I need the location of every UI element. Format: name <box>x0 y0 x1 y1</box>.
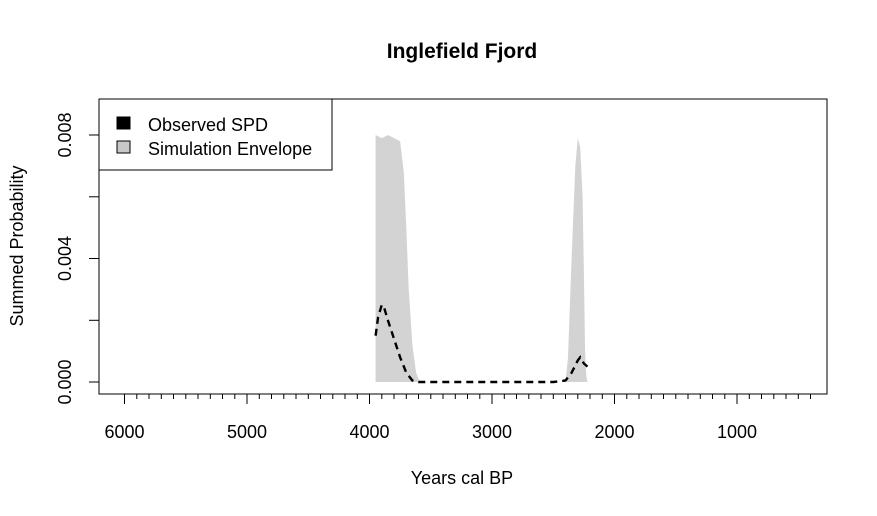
chart-title: Inglefield Fjord <box>387 40 538 63</box>
y-tick-label: 0.004 <box>55 236 75 281</box>
x-tick-label: 2000 <box>594 422 634 442</box>
y-tick-label: 0.000 <box>55 359 75 404</box>
envelope-band-1 <box>375 135 421 382</box>
legend-swatch-observed <box>116 116 131 130</box>
x-tick-label: 6000 <box>104 422 144 442</box>
legend-label-envelope: Simulation Envelope <box>148 139 312 159</box>
axes: 6000 5000 4000 3000 2000 1000 0.000 0.004 0.008 <box>55 112 811 442</box>
x-tick-label: 4000 <box>349 422 389 442</box>
x-tick-label: 3000 <box>472 422 512 442</box>
y-axis-label: Summed Probability <box>7 165 27 326</box>
x-axis-label: Years cal BP <box>411 468 513 488</box>
legend: Observed SPD Simulation Envelope <box>98 98 333 171</box>
y-tick-label: 0.008 <box>55 112 75 157</box>
plot-area <box>374 135 589 384</box>
legend-label-observed: Observed SPD <box>148 115 268 135</box>
envelope-band-2 <box>565 138 588 382</box>
x-tick-label: 5000 <box>227 422 267 442</box>
observed-spd-line <box>374 302 589 384</box>
legend-swatch-envelope <box>116 140 131 154</box>
legend-box <box>98 98 333 171</box>
x-tick-label: 1000 <box>717 422 757 442</box>
